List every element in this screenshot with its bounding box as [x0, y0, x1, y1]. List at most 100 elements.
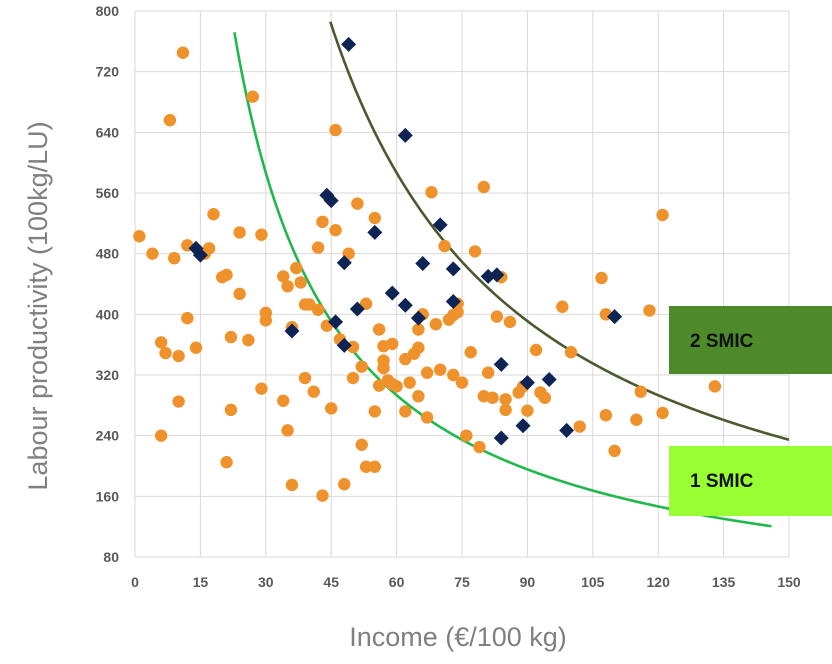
data-point-diamond — [445, 293, 461, 309]
data-point-circle — [386, 337, 399, 351]
data-point-circle — [233, 287, 246, 301]
y-axis-title: Labour productivity (100kg/LU) — [23, 121, 53, 490]
data-point-circle — [290, 261, 303, 275]
data-point-circle — [259, 314, 272, 327]
data-point-circle — [455, 376, 469, 389]
data-point-circle — [490, 310, 504, 323]
x-tick-labels: 0 15 30 45 60 75 90 105 120 135 150 — [131, 574, 801, 590]
data-point-circle — [220, 268, 233, 282]
data-point-circle — [643, 304, 656, 317]
data-point-diamond — [323, 193, 339, 209]
data-point-circle — [359, 460, 373, 473]
x-tick-label: 30 — [258, 574, 274, 590]
y-tick-label: 160 — [96, 488, 120, 504]
data-point-circle — [168, 252, 181, 265]
x-tick-label: 0 — [131, 574, 139, 590]
data-point-circle — [172, 349, 185, 363]
data-point-diamond — [432, 217, 448, 233]
data-point-diamond — [607, 309, 623, 325]
data-point-circle — [573, 420, 586, 433]
data-point-circle — [159, 346, 172, 360]
y-tick-label: 720 — [96, 64, 120, 80]
data-point-circle — [556, 300, 569, 313]
data-point-diamond — [397, 127, 413, 143]
x-tick-label: 90 — [520, 574, 536, 590]
data-point-circle — [246, 90, 259, 103]
smic-1-badge-box — [669, 446, 832, 516]
data-point-circle — [447, 368, 460, 382]
data-point-circle — [564, 346, 578, 359]
data-point-circle — [316, 215, 329, 229]
data-point-diamond — [415, 256, 431, 272]
circle-series — [133, 46, 722, 502]
data-point-circle — [372, 323, 386, 336]
data-point-circle — [412, 341, 425, 354]
data-point-circle — [277, 394, 290, 407]
data-point-diamond — [493, 356, 509, 372]
smic-1-label: 1 SMIC — [690, 471, 754, 492]
diamond-series — [188, 36, 623, 446]
x-tick-label: 135 — [712, 574, 736, 590]
data-point-circle — [220, 456, 233, 469]
data-point-circle — [434, 363, 447, 376]
data-point-diamond — [515, 418, 531, 434]
data-point-circle — [281, 280, 294, 293]
data-point-diamond — [493, 430, 509, 446]
data-point-diamond — [336, 255, 352, 271]
data-point-diamond — [284, 323, 300, 339]
data-point-circle — [708, 380, 722, 393]
y-tick-label: 640 — [96, 124, 120, 140]
y-tick-label: 800 — [96, 3, 120, 19]
data-point-circle — [438, 239, 451, 253]
data-point-circle — [298, 371, 312, 385]
data-point-circle — [477, 180, 490, 194]
data-point-circle — [486, 391, 499, 404]
data-point-circle — [351, 197, 364, 210]
data-point-circle — [176, 46, 190, 59]
data-point-circle — [499, 393, 512, 406]
data-point-circle — [368, 460, 381, 473]
data-point-circle — [163, 114, 177, 127]
data-point-circle — [464, 346, 477, 359]
data-point-circle — [181, 311, 194, 325]
x-tick-label: 120 — [647, 574, 671, 590]
data-point-circle — [460, 429, 473, 442]
data-point-diamond — [384, 285, 400, 301]
curve-2-smic — [329, 21, 790, 441]
data-point-diamond — [541, 372, 557, 388]
data-point-diamond — [397, 297, 413, 313]
x-tick-label: 15 — [193, 574, 209, 590]
data-point-circle — [412, 390, 425, 403]
data-point-circle — [355, 360, 368, 373]
data-point-circle — [338, 478, 351, 491]
data-point-circle — [307, 385, 320, 398]
data-point-circle — [503, 315, 517, 329]
data-point-circle — [154, 336, 168, 349]
data-point-circle — [255, 228, 268, 241]
data-point-circle — [359, 297, 373, 310]
data-point-diamond — [559, 422, 575, 438]
y-tick-label: 400 — [96, 306, 120, 322]
data-point-circle — [412, 323, 425, 336]
y-tick-label: 320 — [96, 367, 120, 383]
data-point-circle — [233, 226, 246, 239]
data-point-circle — [420, 366, 434, 379]
data-point-circle — [403, 376, 416, 389]
data-point-circle — [429, 317, 443, 331]
data-point-diamond — [341, 36, 357, 52]
data-point-diamond — [328, 314, 344, 330]
data-point-circle — [473, 440, 486, 454]
x-tick-label: 45 — [323, 574, 339, 590]
data-point-circle — [499, 403, 512, 417]
data-point-diamond — [336, 337, 352, 353]
smic-2-label: 2 SMIC — [690, 331, 754, 352]
data-point-circle — [346, 371, 360, 385]
data-point-circle — [368, 405, 381, 418]
y-tick-labels: 80 160 240 320 400 480 560 640 720 800 — [96, 3, 120, 565]
x-tick-label: 105 — [581, 574, 605, 590]
grid-lines — [134, 10, 790, 558]
data-point-circle — [224, 403, 238, 417]
data-point-circle — [425, 186, 438, 199]
data-point-circle — [311, 241, 325, 254]
